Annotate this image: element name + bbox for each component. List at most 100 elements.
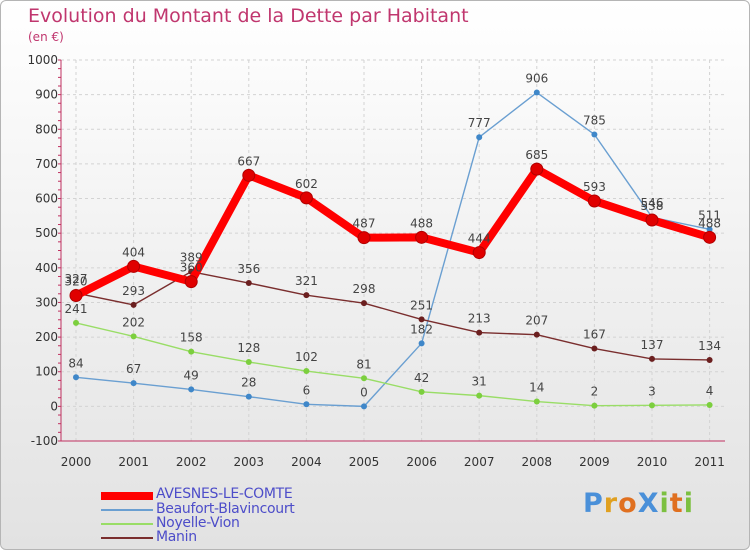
- series-point-2: [418, 388, 425, 395]
- data-label-2: 128: [237, 341, 260, 355]
- series-point-2: [188, 348, 195, 355]
- data-label-2: 202: [122, 315, 145, 329]
- x-tick-label: 2009: [579, 455, 610, 469]
- x-tick-label: 2001: [118, 455, 149, 469]
- legend-label-manin: Manin: [156, 529, 197, 545]
- series-line-1: [75, 91, 711, 408]
- data-label-0: 404: [122, 245, 145, 259]
- series-point-0: [127, 259, 141, 273]
- series-line-2: [75, 322, 711, 407]
- data-label-0: 320: [65, 275, 88, 289]
- series-point-1: [533, 89, 540, 96]
- data-label-1: 0: [360, 385, 368, 399]
- data-label-3: 389: [180, 251, 203, 265]
- data-label-1: 182: [410, 322, 433, 336]
- data-label-0: 444: [468, 232, 491, 246]
- y-tick-label: 200: [35, 330, 58, 344]
- logo-letter: o: [618, 488, 638, 519]
- logo-letter: i: [683, 488, 694, 519]
- series-point-1: [303, 401, 310, 408]
- y-tick-label: 500: [35, 226, 58, 240]
- data-label-3: 293: [122, 284, 145, 298]
- y-tick-label: 300: [35, 295, 58, 309]
- series-point-2: [476, 392, 483, 399]
- series-point-1: [591, 131, 598, 138]
- y-tick-label: 900: [35, 88, 58, 102]
- data-label-0: 487: [353, 217, 376, 231]
- series-point-2: [73, 319, 79, 326]
- series-point-3: [130, 301, 137, 308]
- data-label-0: 667: [237, 154, 260, 168]
- series-point-2: [649, 402, 655, 409]
- data-label-0: 488: [410, 216, 433, 230]
- data-label-0: 488: [698, 216, 721, 230]
- series-point-0: [299, 191, 313, 205]
- y-tick-label: 600: [35, 192, 58, 206]
- chart-subtitle: (en €): [28, 30, 64, 44]
- series-point-1: [418, 340, 425, 347]
- data-label-0: 593: [583, 180, 606, 194]
- series-line-0: [72, 165, 714, 300]
- data-label-0: 685: [525, 148, 548, 162]
- chart-title: Evolution du Montant de la Dette par Hab…: [28, 5, 469, 27]
- series-point-1: [245, 393, 252, 400]
- series-point-2: [303, 368, 310, 375]
- x-tick-label: 2003: [234, 455, 265, 469]
- data-label-1: 28: [241, 376, 256, 390]
- series-point-3: [361, 300, 367, 307]
- series-point-0: [472, 246, 486, 260]
- x-tick-label: 2004: [291, 455, 322, 469]
- y-tick-label: -100: [31, 434, 58, 448]
- legend-label-noyelle: Noyelle-Vion: [156, 515, 240, 531]
- data-label-3: 167: [583, 328, 606, 342]
- data-label-1: 67: [126, 362, 141, 376]
- series-point-2: [361, 375, 367, 382]
- data-label-2: 42: [414, 371, 429, 385]
- data-label-2: 81: [356, 357, 371, 371]
- series-point-3: [245, 280, 252, 287]
- series-point-2: [706, 401, 713, 408]
- legend-label-beaufort: Beaufort-Blavincourt: [156, 501, 295, 517]
- series-point-1: [476, 134, 483, 141]
- data-label-3: 356: [237, 262, 260, 276]
- series-point-1: [188, 386, 195, 393]
- series-point-0: [242, 168, 256, 182]
- data-label-1: 906: [525, 72, 548, 86]
- series-point-0: [357, 231, 371, 245]
- y-tick-label: 100: [35, 365, 58, 379]
- series-point-0: [184, 275, 198, 289]
- series-point-3: [591, 345, 598, 352]
- legend-swatch-avesnes: [101, 492, 153, 500]
- data-label-1: 777: [468, 116, 491, 130]
- series-point-1: [361, 403, 367, 410]
- data-label-2: 14: [529, 381, 544, 395]
- data-label-3: 137: [641, 338, 664, 352]
- x-tick-label: 2000: [61, 455, 92, 469]
- series-point-0: [530, 162, 544, 176]
- series-point-3: [476, 329, 483, 336]
- y-tick-label: 700: [35, 157, 58, 171]
- x-tick-label: 2002: [176, 455, 207, 469]
- series-point-3: [303, 292, 310, 299]
- data-label-2: 31: [472, 375, 487, 389]
- data-label-3: 134: [698, 339, 721, 353]
- x-tick-label: 2007: [464, 455, 495, 469]
- series-point-0: [703, 230, 717, 244]
- y-tick-label: 800: [35, 122, 58, 136]
- series-point-3: [706, 356, 713, 363]
- series-point-3: [649, 355, 655, 362]
- data-label-1: 6: [303, 383, 311, 397]
- logo-letter: r: [603, 488, 619, 519]
- series-point-0: [645, 213, 659, 227]
- series-point-0: [415, 230, 429, 244]
- data-label-2: 102: [295, 350, 318, 364]
- data-label-2: 241: [65, 302, 88, 316]
- data-label-2: 4: [706, 384, 714, 398]
- data-label-3: 251: [410, 298, 433, 312]
- legend-swatch-manin: [101, 537, 153, 539]
- data-label-1: 84: [68, 356, 83, 370]
- data-label-2: 2: [591, 385, 599, 399]
- proxiti-logo: ProXiti: [583, 488, 694, 519]
